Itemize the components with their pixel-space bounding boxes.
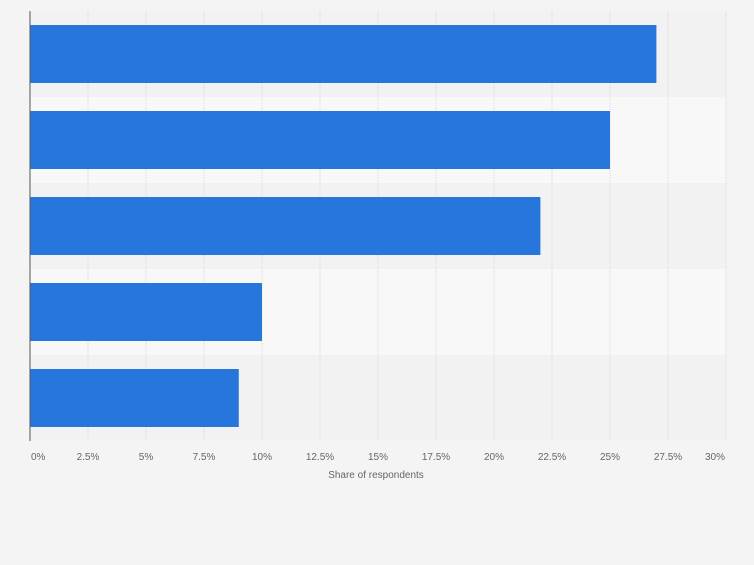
x-axis-label: Share of respondents: [328, 470, 424, 481]
x-tick-label: 25%: [600, 452, 620, 463]
bar: [30, 283, 262, 341]
x-tick-label: 0%: [31, 452, 46, 463]
bar: [30, 25, 657, 83]
bar: [30, 111, 610, 169]
bar: [30, 369, 239, 427]
x-tick-label: 2.5%: [77, 452, 100, 463]
x-tick-label: 12.5%: [306, 452, 334, 463]
x-tick-label: 15%: [368, 452, 388, 463]
x-tick-label: 5%: [139, 452, 154, 463]
x-tick-label: 10%: [252, 452, 272, 463]
x-tick-labels: 0% 2.5% 5% 7.5% 10% 12.5% 15% 17.5% 20% 22.5% 25% 2…: [31, 452, 725, 463]
bar: [30, 197, 541, 255]
bars: [30, 25, 657, 427]
x-tick-label: 30%: [705, 452, 725, 463]
x-tick-label: 20%: [484, 452, 504, 463]
x-tick-label: 27.5%: [654, 452, 682, 463]
x-tick-label: 17.5%: [422, 452, 450, 463]
x-tick-label: 7.5%: [193, 452, 216, 463]
x-tick-label: 22.5%: [538, 452, 566, 463]
